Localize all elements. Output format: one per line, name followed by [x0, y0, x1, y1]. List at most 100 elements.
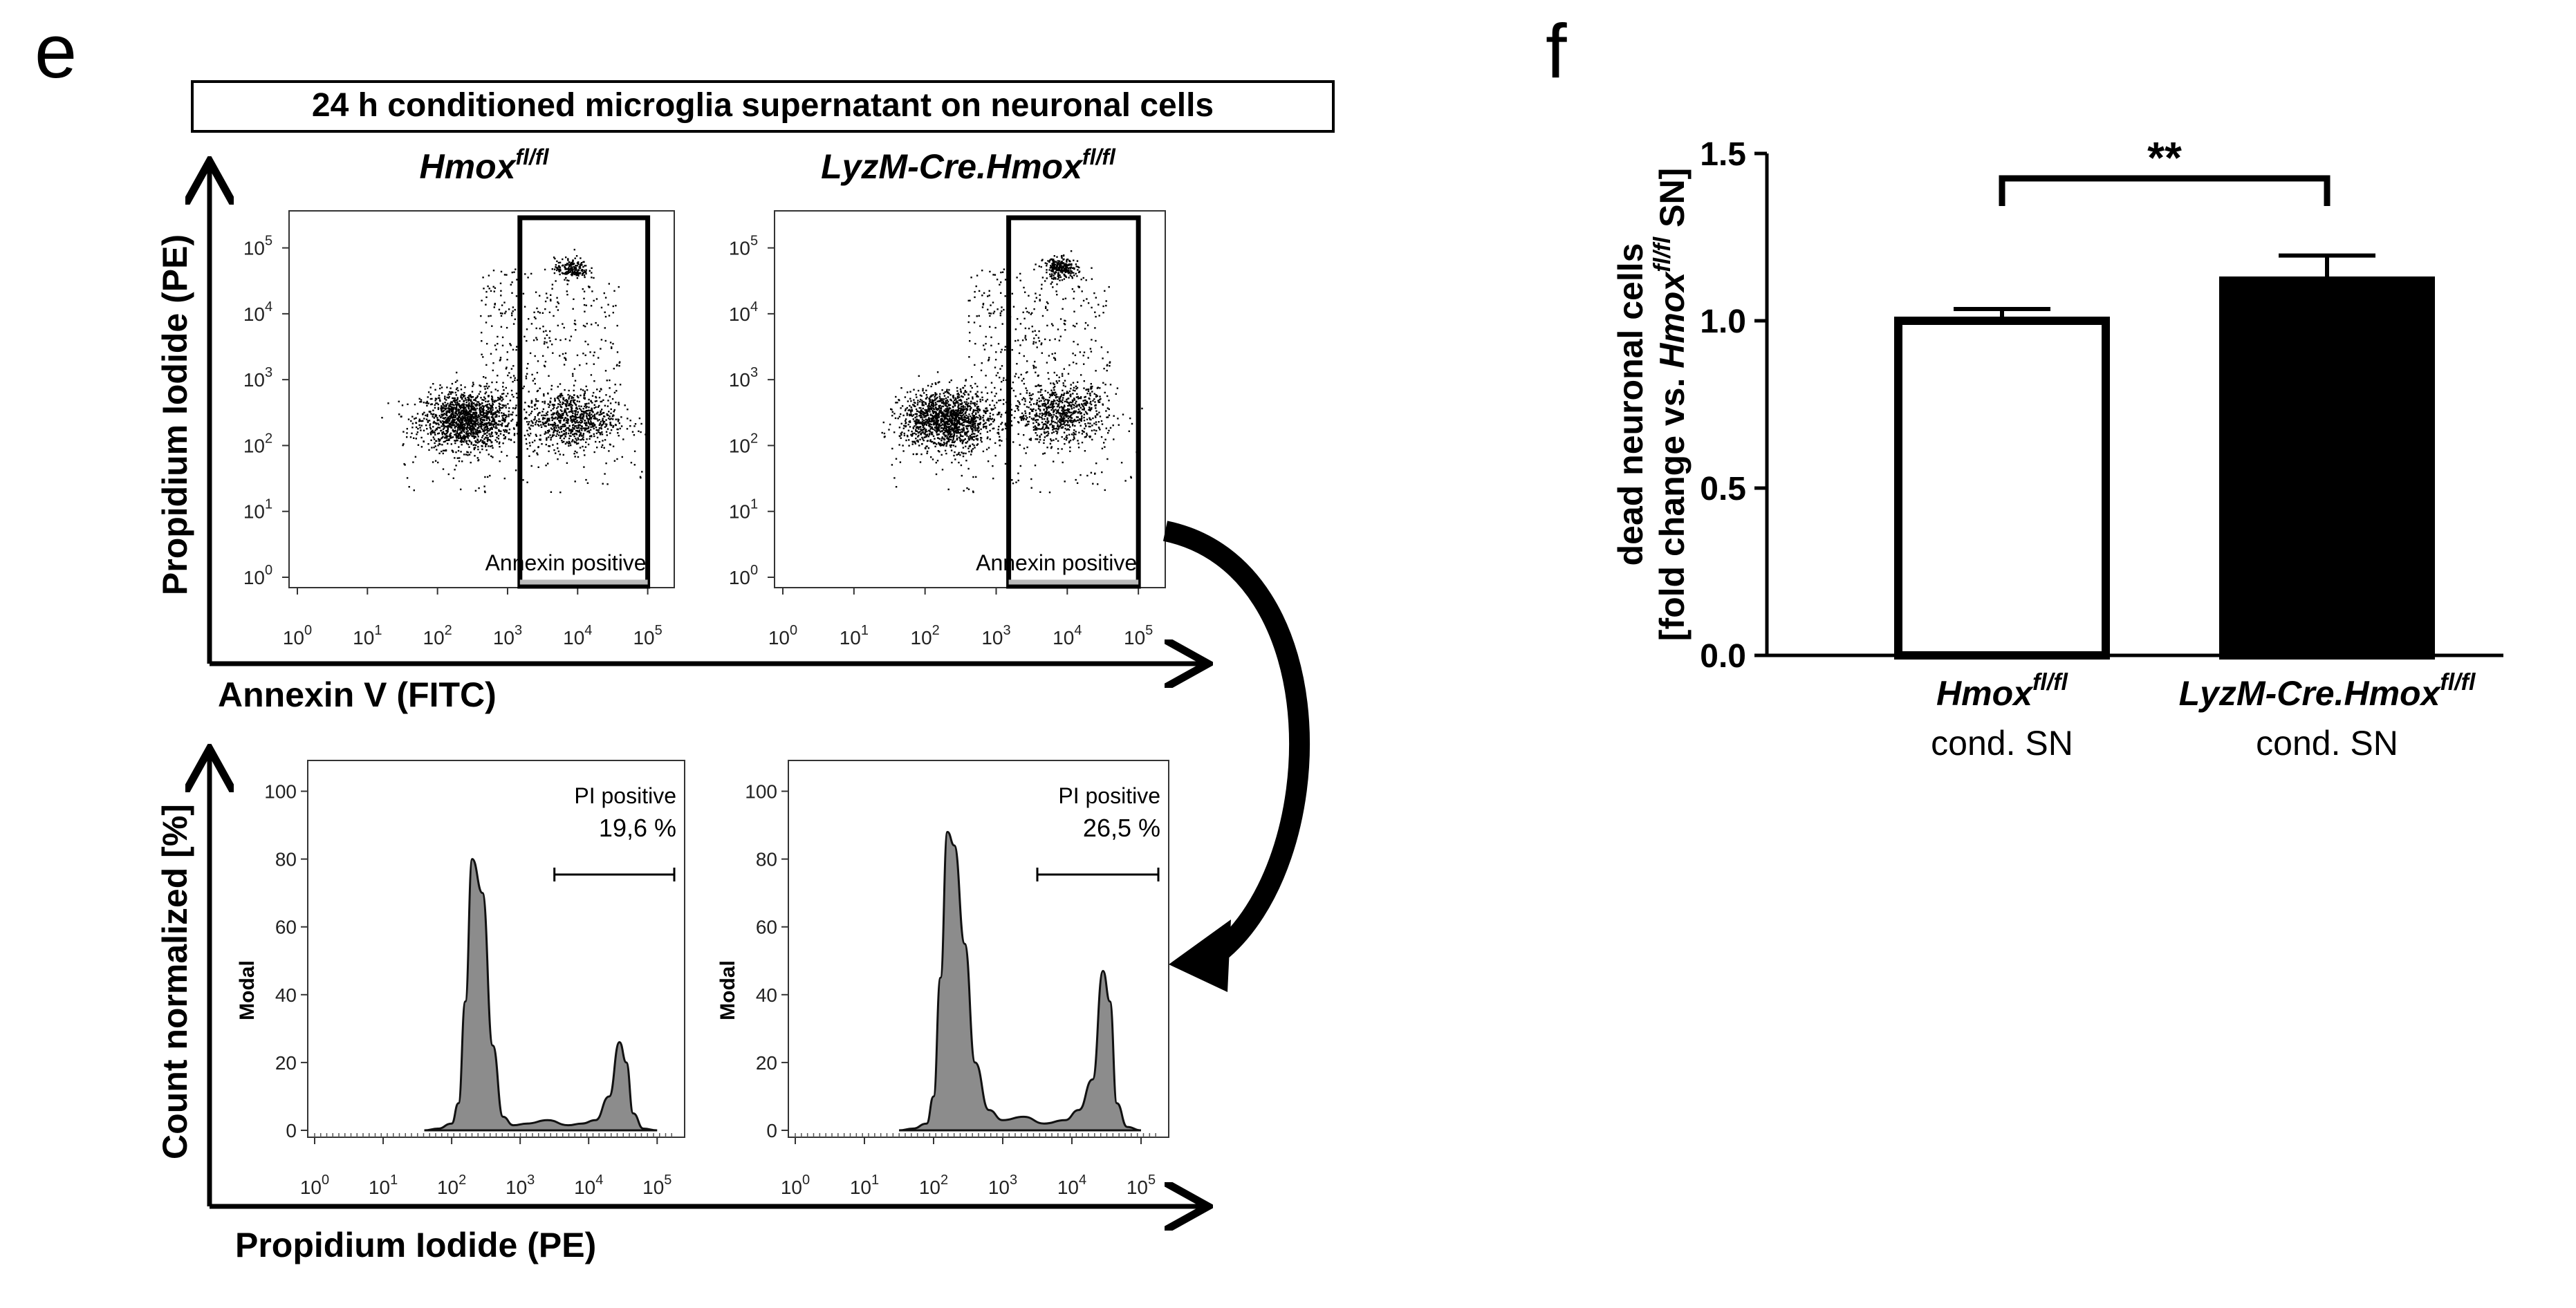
scatter-point	[952, 401, 954, 403]
scatter-point	[1069, 415, 1072, 418]
scatter-point	[949, 446, 952, 448]
scatter-point	[921, 436, 923, 439]
scatter-point	[459, 407, 462, 409]
scatter-point	[493, 419, 496, 421]
scatter-point	[1068, 390, 1071, 393]
scatter-point	[480, 439, 482, 441]
scatter-point	[920, 409, 923, 411]
scatter-point	[551, 268, 553, 270]
scatter-point	[545, 465, 547, 467]
scatter-point	[492, 424, 494, 427]
scatter-point	[445, 422, 447, 424]
scatter-point	[571, 269, 573, 272]
scatter-point	[487, 428, 489, 430]
scatter-point	[1031, 409, 1033, 411]
scatter-point	[1039, 385, 1041, 387]
scatter-point	[1032, 419, 1035, 421]
scatter-point	[557, 410, 559, 412]
scatter-point	[989, 438, 991, 440]
scatter-point	[557, 415, 559, 418]
scatter-point	[515, 469, 517, 471]
scatter-point	[1083, 409, 1085, 411]
scatter-point	[496, 427, 498, 429]
scatter-point	[934, 427, 936, 429]
scatter-point	[1057, 400, 1060, 402]
scatter-point	[508, 438, 510, 440]
scatter-point	[458, 437, 460, 440]
scatter-point	[570, 271, 572, 273]
scatter-point	[480, 424, 482, 427]
scatter-point	[573, 265, 575, 268]
scatter-point	[564, 408, 566, 410]
scatter-point	[492, 447, 494, 449]
scatter-point	[553, 431, 555, 434]
scatter-point	[1001, 422, 1003, 424]
scatter-point	[479, 451, 481, 454]
scatter-point	[501, 336, 504, 339]
scatter-point	[442, 449, 445, 451]
scatter-point	[599, 390, 601, 393]
scatter-point	[573, 418, 575, 420]
scatter-point	[967, 398, 970, 400]
scatter-point	[1026, 423, 1028, 425]
scatter-point	[974, 433, 976, 435]
scatter-point	[477, 436, 479, 438]
scatter-point	[432, 409, 434, 411]
scatter-point	[474, 489, 477, 492]
scatter-point	[584, 390, 586, 393]
scatter-point	[1064, 385, 1066, 388]
scatter-x-tick-label: 100	[283, 623, 312, 648]
scatter-point	[431, 447, 433, 449]
scatter-point	[949, 413, 952, 415]
scatter-point	[1017, 433, 1019, 436]
scatter-point	[487, 400, 489, 403]
scatter-point	[948, 431, 950, 433]
scatter-point	[445, 430, 447, 432]
scatter-point	[578, 405, 580, 407]
scatter-point	[961, 419, 964, 422]
scatter-point	[1044, 402, 1046, 404]
scatter-point	[454, 426, 456, 428]
scatter-point	[591, 416, 593, 419]
scatter-point	[552, 444, 554, 446]
scatter-point	[534, 408, 536, 411]
scatter-point	[1039, 428, 1041, 430]
scatter-point	[567, 259, 569, 261]
scatter-point	[476, 396, 479, 398]
scatter-point	[575, 439, 578, 441]
scatter-point	[963, 424, 965, 427]
scatter-point	[920, 422, 923, 424]
scatter-point	[414, 456, 417, 458]
scatter-point	[989, 412, 992, 415]
scatter-point	[970, 451, 973, 453]
scatter-point	[1057, 429, 1059, 431]
scatter-point	[546, 418, 548, 420]
scatter-point	[933, 415, 935, 418]
scatter-point	[572, 433, 574, 436]
scatter-point	[461, 410, 463, 412]
scatter-point	[485, 429, 487, 431]
scatter-point	[597, 411, 599, 413]
scatter-point	[949, 411, 952, 413]
scatter-point	[943, 431, 945, 433]
scatter-point	[580, 435, 583, 437]
scatter-point	[461, 397, 463, 399]
scatter-point	[921, 411, 923, 413]
scatter-point	[602, 418, 604, 420]
scatter-point	[957, 414, 959, 416]
scatter-point	[585, 424, 587, 427]
scatter-point	[962, 406, 964, 409]
scatter-point	[1088, 417, 1091, 419]
scatter-point	[583, 271, 586, 273]
scatter-point	[593, 427, 595, 430]
scatter-point	[541, 414, 543, 417]
scatter-point	[505, 414, 507, 416]
scatter-point	[953, 415, 956, 417]
scatter-point	[406, 477, 409, 479]
scatter-point	[958, 407, 961, 409]
scatter-point	[1035, 371, 1037, 373]
scatter-point	[951, 418, 953, 420]
scatter-point	[949, 414, 952, 416]
scatter-point	[609, 395, 611, 398]
scatter-point	[935, 430, 937, 432]
